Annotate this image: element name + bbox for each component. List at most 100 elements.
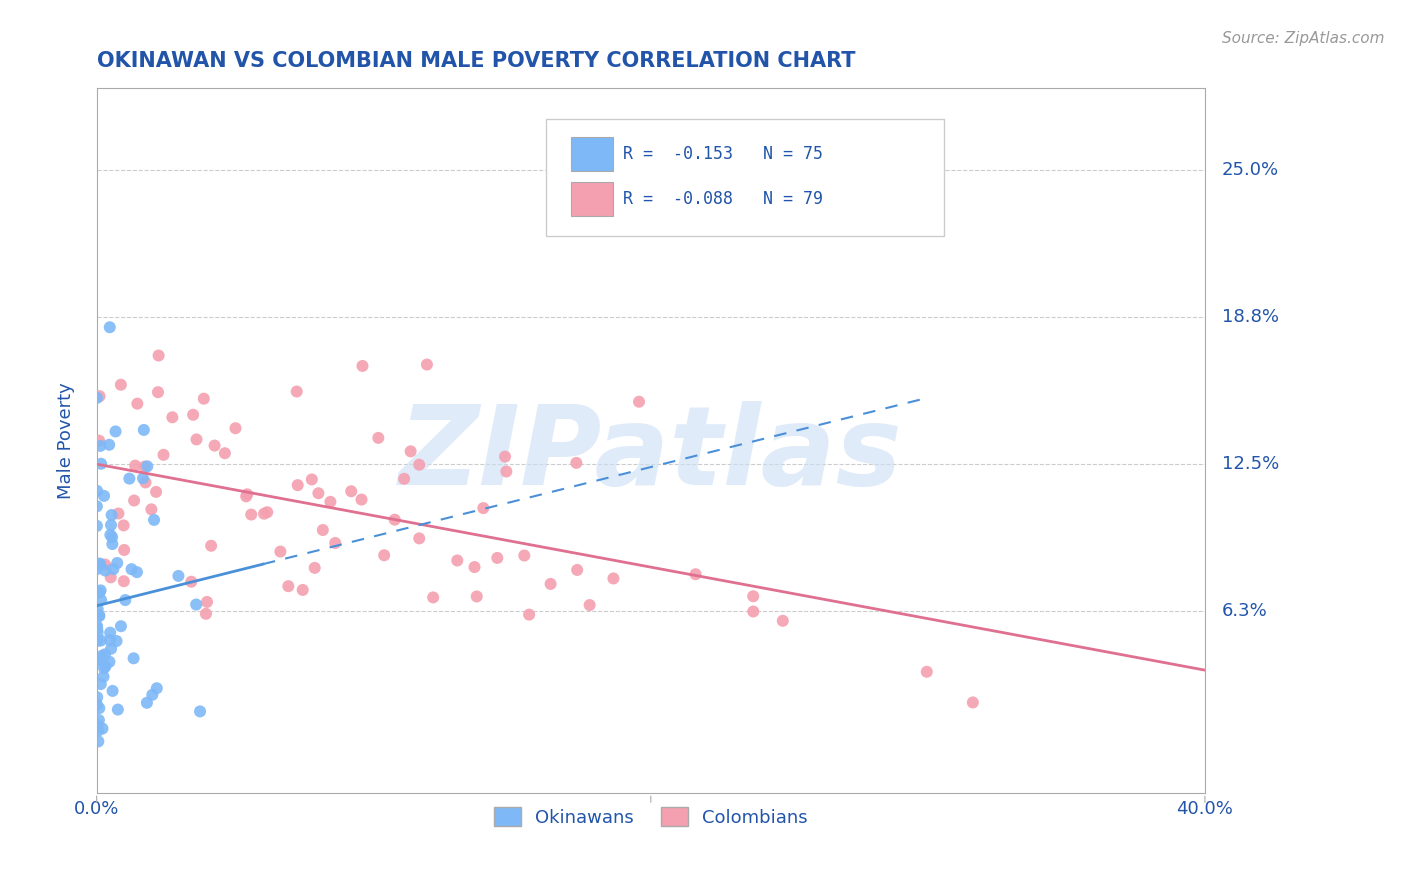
Point [319, 495, 342, 509]
Point [94, 659, 117, 673]
Point [118, 472, 141, 486]
Point [98, 320, 121, 334]
Point [392, 472, 415, 486]
Point [93, 661, 115, 675]
Point [98, 655, 121, 669]
Point [256, 505, 278, 519]
FancyBboxPatch shape [546, 120, 945, 235]
Point [89, 439, 111, 453]
Point [301, 473, 323, 487]
Point [89, 434, 111, 448]
Point [167, 569, 190, 583]
Point [89, 701, 111, 715]
Point [89, 609, 111, 624]
Point [90, 457, 112, 471]
Point [540, 577, 562, 591]
Point [253, 507, 276, 521]
Text: R =  -0.153   N = 75: R = -0.153 N = 75 [623, 145, 823, 163]
Point [915, 665, 938, 679]
Point [742, 605, 765, 619]
Point [186, 598, 208, 612]
Point [134, 459, 156, 474]
Point [193, 392, 215, 406]
FancyBboxPatch shape [571, 182, 613, 216]
Point [772, 614, 794, 628]
Point [312, 523, 335, 537]
Point [94, 648, 117, 662]
Point [384, 513, 406, 527]
Point [136, 459, 159, 474]
Point [94, 564, 117, 578]
Point [91, 655, 114, 669]
Point [101, 684, 124, 698]
Point [132, 471, 155, 485]
Text: 25.0%: 25.0% [1222, 161, 1278, 179]
Point [204, 439, 226, 453]
Point [100, 641, 122, 656]
Point [627, 394, 650, 409]
Point [104, 425, 127, 439]
Point [145, 681, 167, 696]
Point [87, 723, 110, 738]
Point [98, 438, 121, 452]
Point [291, 582, 314, 597]
Point [408, 458, 430, 472]
Point [194, 607, 217, 621]
Point [90, 648, 112, 663]
Point [287, 478, 309, 492]
Point [464, 560, 486, 574]
Point [373, 548, 395, 562]
Point [224, 421, 246, 435]
Point [112, 518, 135, 533]
Legend: Okinawans, Colombians: Okinawans, Colombians [486, 800, 815, 834]
Point [98, 633, 121, 648]
Point [87, 734, 110, 748]
Point [180, 574, 202, 589]
Point [495, 465, 517, 479]
Point [124, 458, 146, 473]
Point [110, 377, 132, 392]
Point [602, 571, 624, 585]
Point [86, 718, 108, 732]
Point [465, 590, 488, 604]
Point [93, 670, 115, 684]
Point [517, 607, 540, 622]
Point [86, 622, 108, 636]
Point [304, 561, 326, 575]
Point [107, 507, 129, 521]
Text: ZIPatlas: ZIPatlas [399, 401, 903, 508]
Point [277, 579, 299, 593]
Point [195, 595, 218, 609]
Point [86, 619, 108, 633]
Point [578, 598, 600, 612]
Point [472, 501, 495, 516]
Point [148, 349, 170, 363]
Point [285, 384, 308, 399]
Point [86, 391, 108, 405]
Point [86, 519, 108, 533]
Point [188, 705, 211, 719]
Point [323, 536, 346, 550]
Point [110, 619, 132, 633]
Point [416, 358, 439, 372]
Point [87, 607, 110, 622]
Point [446, 553, 468, 567]
Text: 40.0%: 40.0% [1177, 800, 1233, 818]
Point [93, 489, 115, 503]
Point [513, 549, 536, 563]
Text: 6.3%: 6.3% [1222, 602, 1267, 620]
Point [114, 593, 136, 607]
Point [100, 518, 122, 533]
Point [141, 502, 163, 516]
Point [350, 492, 373, 507]
Point [146, 385, 169, 400]
FancyBboxPatch shape [571, 136, 613, 170]
Point [86, 483, 108, 498]
Text: R =  -0.088   N = 79: R = -0.088 N = 79 [623, 190, 823, 208]
Point [240, 508, 263, 522]
Point [98, 528, 121, 542]
Point [90, 583, 112, 598]
Point [112, 574, 135, 589]
Point [98, 625, 121, 640]
Point [90, 633, 112, 648]
